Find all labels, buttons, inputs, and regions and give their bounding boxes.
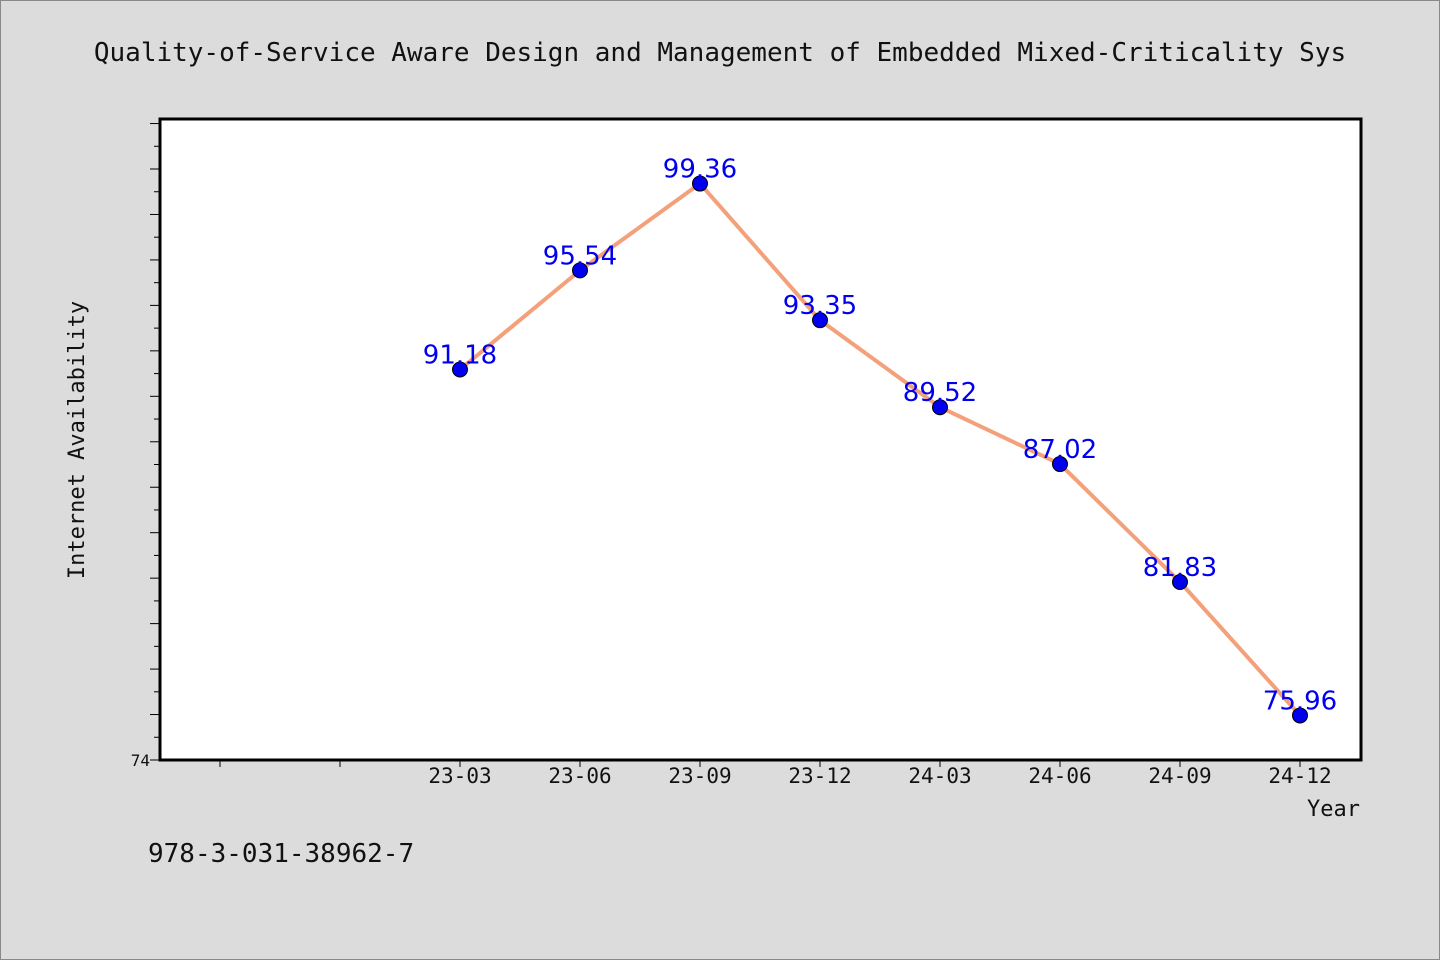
x-tick-label: 24-06 [1028, 764, 1091, 788]
data-point [1292, 707, 1308, 724]
data-point [692, 175, 708, 192]
series-line [458, 181, 1302, 717]
footer-isbn: 978-3-031-38962-7 [148, 839, 414, 869]
x-axis-label: Year [1307, 797, 1360, 822]
x-tick-label: 23-03 [428, 764, 491, 788]
data-label: 99.36 [663, 155, 737, 185]
data-label: 87.02 [1023, 435, 1097, 465]
x-tick-label: 24-03 [908, 764, 971, 788]
y-tick-label: 74 [131, 751, 150, 770]
data-label: 81.83 [1143, 553, 1217, 583]
x-tick-label: 23-12 [788, 764, 851, 788]
data-point [572, 262, 588, 279]
data-label: 95.54 [543, 241, 617, 271]
x-tick-label: 24-12 [1268, 764, 1331, 788]
data-label: 75.96 [1263, 686, 1337, 716]
data-point [932, 399, 948, 416]
x-tick-label: 24-09 [1148, 764, 1211, 788]
y-axis-label: Internet Availability [65, 301, 90, 579]
series-group: 91.18 95.54 99.36 93.35 89.52 87.02 81.83 75.96 [423, 155, 1337, 724]
x-tick-label: 23-06 [548, 764, 611, 788]
data-point [452, 361, 468, 378]
data-point [1172, 574, 1188, 591]
data-label: 91.18 [423, 340, 497, 370]
data-point [1052, 456, 1068, 473]
plot-area [158, 117, 1363, 762]
y-axis-ticks [150, 123, 160, 761]
data-label: 93.35 [783, 291, 857, 321]
data-label: 89.52 [903, 378, 977, 408]
data-point [812, 312, 828, 329]
x-tick-label: 23-09 [668, 764, 731, 788]
chart-title: Quality-of-Service Aware Design and Mana… [94, 38, 1346, 68]
x-axis-ticks: 23-03 23-06 23-09 23-12 24-03 24-06 24-09 24-12 [219, 760, 1332, 788]
